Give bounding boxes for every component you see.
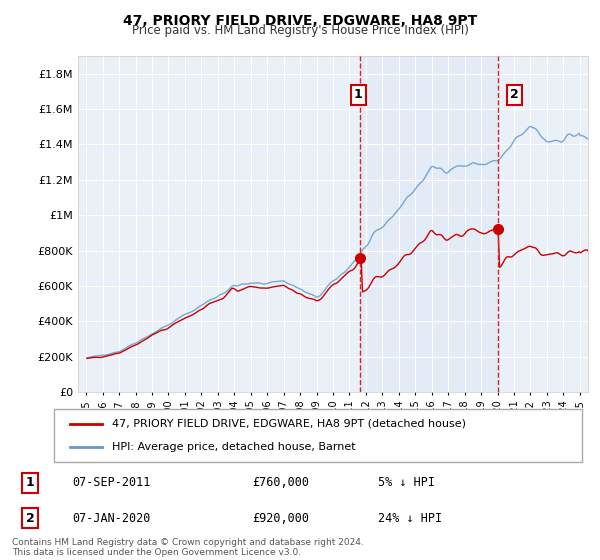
Text: Contains HM Land Registry data © Crown copyright and database right 2024.
This d: Contains HM Land Registry data © Crown c… (12, 538, 364, 557)
Bar (361, 56, 498, 392)
Text: 07-SEP-2011: 07-SEP-2011 (72, 477, 151, 489)
Text: 1: 1 (26, 477, 34, 489)
Text: 47, PRIORY FIELD DRIVE, EDGWARE, HA8 9PT: 47, PRIORY FIELD DRIVE, EDGWARE, HA8 9PT (123, 14, 477, 28)
FancyBboxPatch shape (54, 409, 582, 462)
Text: HPI: Average price, detached house, Barnet: HPI: Average price, detached house, Barn… (112, 442, 356, 452)
Text: 1: 1 (353, 88, 362, 101)
Text: 24% ↓ HPI: 24% ↓ HPI (378, 511, 442, 525)
Text: 5% ↓ HPI: 5% ↓ HPI (378, 477, 435, 489)
Text: 07-JAN-2020: 07-JAN-2020 (72, 511, 151, 525)
Text: 47, PRIORY FIELD DRIVE, EDGWARE, HA8 9PT (detached house): 47, PRIORY FIELD DRIVE, EDGWARE, HA8 9PT… (112, 419, 466, 429)
Text: Price paid vs. HM Land Registry's House Price Index (HPI): Price paid vs. HM Land Registry's House … (131, 24, 469, 36)
Text: 2: 2 (26, 511, 34, 525)
Text: £760,000: £760,000 (252, 477, 309, 489)
Text: 2: 2 (510, 88, 519, 101)
Text: £920,000: £920,000 (252, 511, 309, 525)
